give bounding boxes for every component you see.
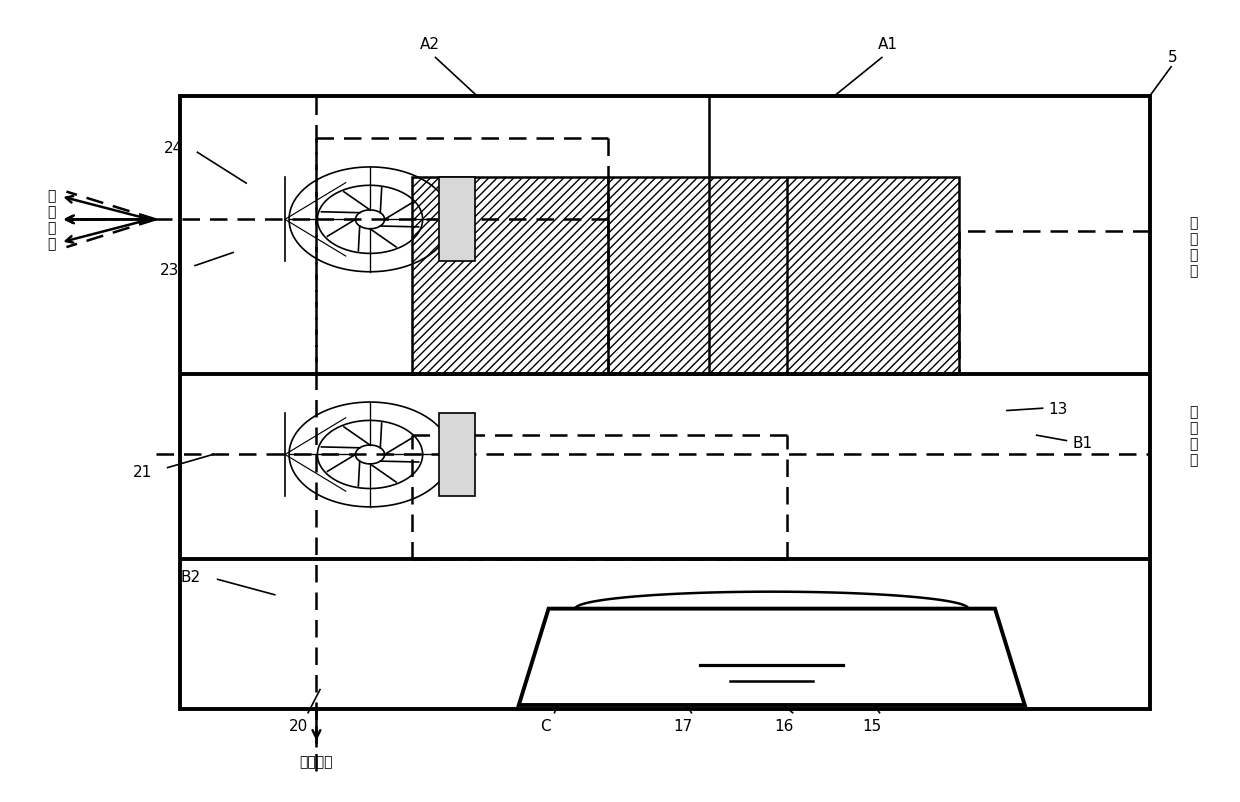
Text: 20: 20 xyxy=(289,719,309,733)
Text: 5: 5 xyxy=(1168,50,1177,64)
Text: A2: A2 xyxy=(419,37,439,52)
Text: 13: 13 xyxy=(1049,401,1068,416)
Text: 外
侧
出
风: 外 侧 出 风 xyxy=(47,188,55,251)
Text: 17: 17 xyxy=(673,719,693,733)
Bar xyxy=(412,178,960,374)
Text: 16: 16 xyxy=(775,719,794,733)
Bar xyxy=(439,413,475,496)
Text: 内侧出风: 内侧出风 xyxy=(300,755,334,768)
Text: B1: B1 xyxy=(1073,435,1092,451)
Bar xyxy=(439,178,475,262)
Text: 内
侧
进
风: 内 侧 进 风 xyxy=(1189,404,1198,467)
Text: B2: B2 xyxy=(181,569,201,584)
Text: A1: A1 xyxy=(878,37,898,52)
Text: 外
侧
进
风: 外 侧 进 风 xyxy=(1189,216,1198,278)
Bar xyxy=(180,97,1149,709)
Text: 21: 21 xyxy=(133,464,153,480)
Text: 15: 15 xyxy=(863,719,882,733)
Text: 23: 23 xyxy=(160,262,180,277)
Polygon shape xyxy=(518,609,1024,705)
Text: 24: 24 xyxy=(164,141,184,156)
Text: C: C xyxy=(539,719,551,733)
